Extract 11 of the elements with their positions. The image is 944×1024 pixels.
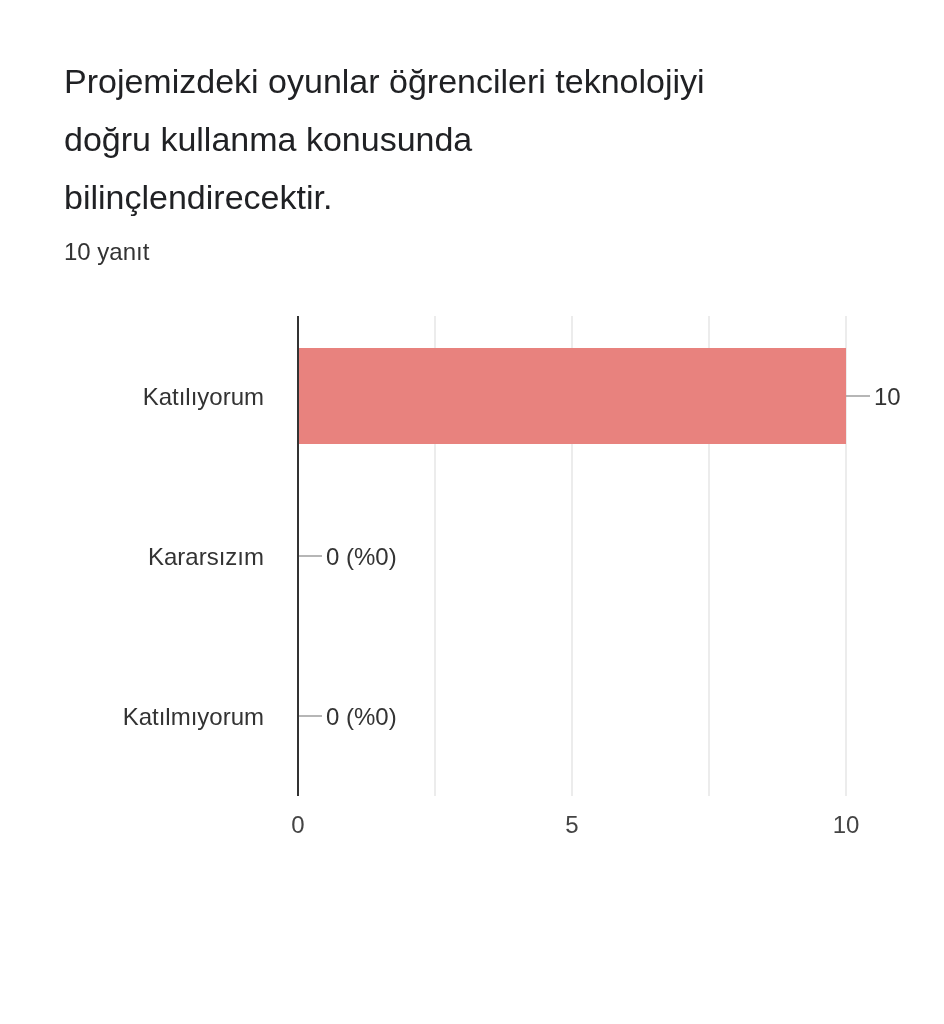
- x-tick-label: 10: [832, 811, 860, 839]
- y-tick-label: Katılmıyorum: [122, 702, 264, 730]
- x-tick-label: 5: [565, 811, 579, 839]
- data-label: 10: [874, 382, 901, 410]
- chart-subtitle: 10 yanıt: [63, 237, 151, 266]
- data-label: 0 (%0): [326, 542, 397, 570]
- y-tick-label: Kararsızım: [147, 542, 264, 570]
- y-tick-label: Katılıyorum: [142, 382, 264, 410]
- x-tick-label: 0: [291, 811, 305, 839]
- data-label: 0 (%0): [326, 702, 397, 730]
- chart-title: Projemizdeki oyunlar öğrencileri teknolojiyi doğru kullanma konusunda bilinçlendirecektir.: [63, 61, 706, 218]
